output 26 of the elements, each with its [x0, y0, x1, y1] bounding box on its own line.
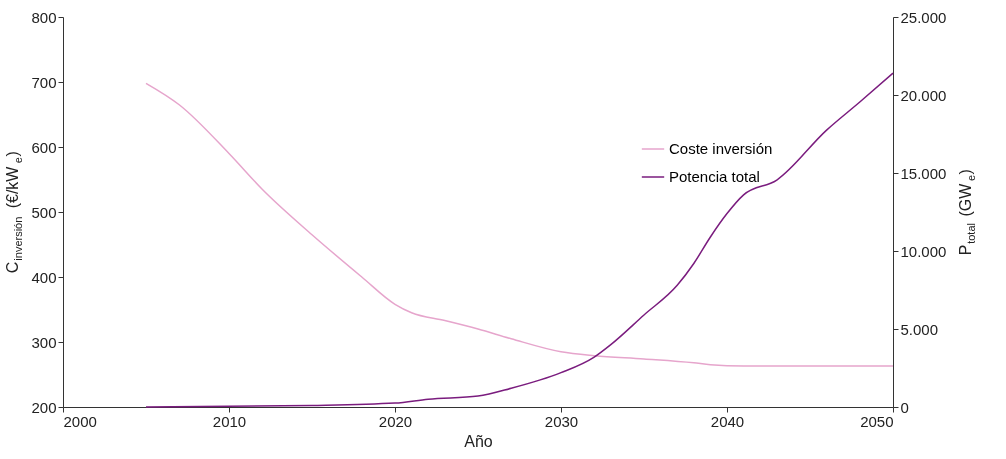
y2-tick-label: 15.000: [900, 164, 947, 182]
y-tick-label: 300: [31, 333, 57, 351]
y2-tick-label: 10.000: [900, 242, 947, 260]
x-tick-label: 2030: [544, 412, 579, 430]
y2-tick-label: 0: [900, 398, 909, 416]
line-series: [145, 72, 894, 408]
x-tick-label: 2050: [860, 412, 894, 430]
y2-tick-label: 25.000: [900, 8, 947, 26]
y-tick-label: 400: [31, 268, 57, 286]
y-axis-title: Cinversión (€/kWe): [4, 151, 24, 274]
line-series: [145, 82, 894, 367]
y2-axis-title: Ptotal (GWe): [957, 169, 977, 256]
y-tick-label: 700: [31, 73, 57, 91]
y-tick-label: 500: [31, 203, 57, 221]
y-tick-label: 800: [31, 8, 57, 26]
x-tick-label: 2040: [710, 412, 745, 430]
legend-label: Potencia total: [669, 168, 760, 185]
x-tick-label: 2000: [63, 412, 97, 430]
y-tick-label: 600: [31, 138, 57, 156]
y2-tick-label: 20.000: [900, 86, 947, 104]
x-tick-label: 2020: [378, 412, 413, 430]
y2-tick-label: 5.000: [900, 320, 939, 338]
x-axis-title: Año: [464, 432, 493, 450]
y-tick-label: 200: [31, 398, 57, 416]
x-tick-label: 2010: [212, 412, 247, 430]
legend-label: Coste inversión: [669, 140, 773, 157]
